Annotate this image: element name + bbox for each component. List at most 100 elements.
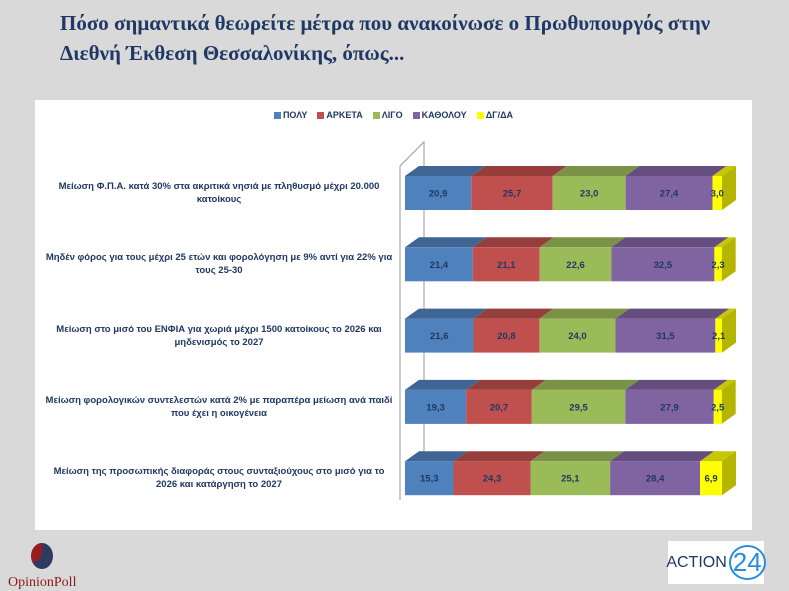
bar-segment — [466, 389, 532, 424]
data-label: 23,0 — [580, 189, 599, 200]
bar-segment — [625, 176, 713, 210]
bar-segment — [715, 318, 722, 353]
legend-item: ΑΡΚΕΤΑ — [317, 110, 363, 120]
data-label: 21,4 — [430, 260, 449, 271]
data-label: 24,3 — [483, 474, 502, 485]
opinionpoll-logo-text: OpinionPoll — [8, 575, 77, 590]
data-label: 20,8 — [497, 331, 516, 342]
chart-panel: ΠΟΛΥ ΑΡΚΕΤΑ ΛΙΓΟ ΚΑΘΟΛΟΥ ΔΓ/ΔΑ 20,9 25,7 23,0 2… — [35, 100, 752, 530]
data-label: 25,7 — [503, 189, 522, 200]
bar-top — [405, 379, 481, 390]
action24-logo-text: ACTION — [666, 553, 727, 571]
chart-title: Πόσο σημαντικά θεωρείτε μέτρα που ανακοί… — [60, 11, 711, 65]
bar-segment — [453, 461, 531, 496]
bar-segment — [471, 176, 553, 210]
data-label: 21,6 — [430, 331, 449, 342]
bar-segment — [714, 247, 722, 282]
legend-label: ΠΟΛΥ — [282, 110, 308, 120]
bar-top — [715, 308, 736, 319]
bar-top — [610, 451, 715, 462]
category-label: Μείωση της προσωπικής διαφοράς στους συν… — [53, 466, 385, 491]
bar-segment — [615, 318, 716, 353]
data-label: 24,0 — [568, 331, 587, 342]
data-label: 2,3 — [711, 260, 724, 271]
bar-segment — [712, 176, 722, 210]
bar-top — [714, 237, 736, 248]
bar-top — [712, 166, 736, 176]
bar-segment — [539, 318, 616, 353]
data-label: 25,1 — [561, 474, 580, 485]
bar-top — [625, 166, 727, 176]
legend-swatch — [317, 112, 325, 119]
data-label: 32,5 — [654, 260, 673, 271]
bar-top — [453, 451, 545, 462]
bar-segment — [472, 247, 540, 282]
data-label: 22,6 — [566, 260, 585, 271]
category-label: Μείωση Φ.Π.Α. κατά 30% στα ακριτικά νησι… — [58, 181, 380, 205]
legend-label: ΚΑΘΟΛΟΥ — [421, 110, 467, 120]
bar-top — [472, 237, 554, 248]
category-label: Μείωση στο μισό του ΕΝΦΙΑ για χωριά μέχρ… — [56, 323, 382, 348]
action24-logo-number: 24 — [728, 545, 766, 580]
bar-top — [615, 308, 730, 319]
legend-label: ΔΓ/ΔΑ — [485, 110, 514, 120]
bar-side — [721, 379, 736, 424]
legend-item: ΚΑΘΟΛΟΥ — [412, 110, 467, 120]
data-label: 21,1 — [497, 260, 516, 271]
bar-top — [405, 237, 487, 248]
bar-segment — [405, 176, 472, 210]
bar-side — [722, 451, 736, 496]
bar-side — [722, 308, 736, 353]
data-label: 29,5 — [569, 402, 588, 413]
axis-wall — [399, 140, 425, 500]
bar-top — [531, 379, 640, 390]
bar-segment — [405, 247, 473, 282]
bar-segment — [713, 389, 722, 424]
legend-label: ΛΙΓΟ — [381, 110, 403, 120]
bar-segment — [405, 461, 454, 496]
bar-segment — [625, 389, 714, 424]
bar-side — [722, 166, 736, 210]
data-label: 27,9 — [660, 402, 679, 413]
bar-top — [405, 308, 488, 319]
legend-swatch — [273, 112, 281, 119]
bars-plot: 20,9 25,7 23,0 27,4 3,0 21,4 21,1 22,6 32,5 2,3 21… — [399, 140, 736, 500]
data-label: 28,4 — [646, 474, 665, 485]
data-label: 15,3 — [420, 474, 439, 485]
bar-segment — [405, 318, 474, 353]
opinionpoll-logo: OpinionPoll — [8, 540, 76, 591]
bar-top — [405, 166, 486, 176]
bar-top — [530, 451, 625, 462]
data-label: 3,0 — [711, 189, 724, 200]
data-label: 27,4 — [660, 189, 679, 200]
bar-segment — [700, 461, 722, 496]
data-label: 2,1 — [712, 331, 726, 342]
category-label: Μηδέν φόρος για τους μέχρι 25 ετών και φ… — [45, 252, 393, 277]
data-label: 2,5 — [711, 402, 725, 413]
action24-logo: ACTION 24 — [666, 541, 766, 584]
bar-segment — [531, 389, 626, 424]
data-label: 20,9 — [429, 189, 448, 200]
legend-swatch — [412, 112, 420, 119]
legend: ΠΟΛΥ ΑΡΚΕΤΑ ΛΙΓΟ ΚΑΘΟΛΟΥ ΔΓ/ΔΑ — [35, 110, 752, 120]
bar-top — [552, 166, 640, 176]
bar-segment — [405, 389, 467, 424]
bar-top — [466, 379, 546, 390]
bar-segment — [611, 247, 715, 282]
bar-top — [700, 451, 736, 462]
bar-side — [721, 237, 736, 282]
bar-top — [625, 379, 728, 390]
bar-segment — [610, 461, 701, 496]
bar-top — [473, 308, 554, 319]
legend-item: ΔΓ/ΔΑ — [476, 110, 514, 120]
bar-top — [539, 237, 626, 248]
category-label: Μείωση φορολογικών συντελεστών κατά 2% μ… — [45, 394, 393, 419]
bar-segment — [539, 247, 612, 282]
opinionpoll-logo-icon — [31, 543, 54, 569]
bar-segment — [530, 461, 611, 496]
bar-top — [539, 308, 630, 319]
bar-top — [405, 451, 468, 462]
bar-top — [471, 166, 567, 176]
bar-top — [713, 379, 736, 390]
data-label: 6,9 — [704, 474, 717, 485]
